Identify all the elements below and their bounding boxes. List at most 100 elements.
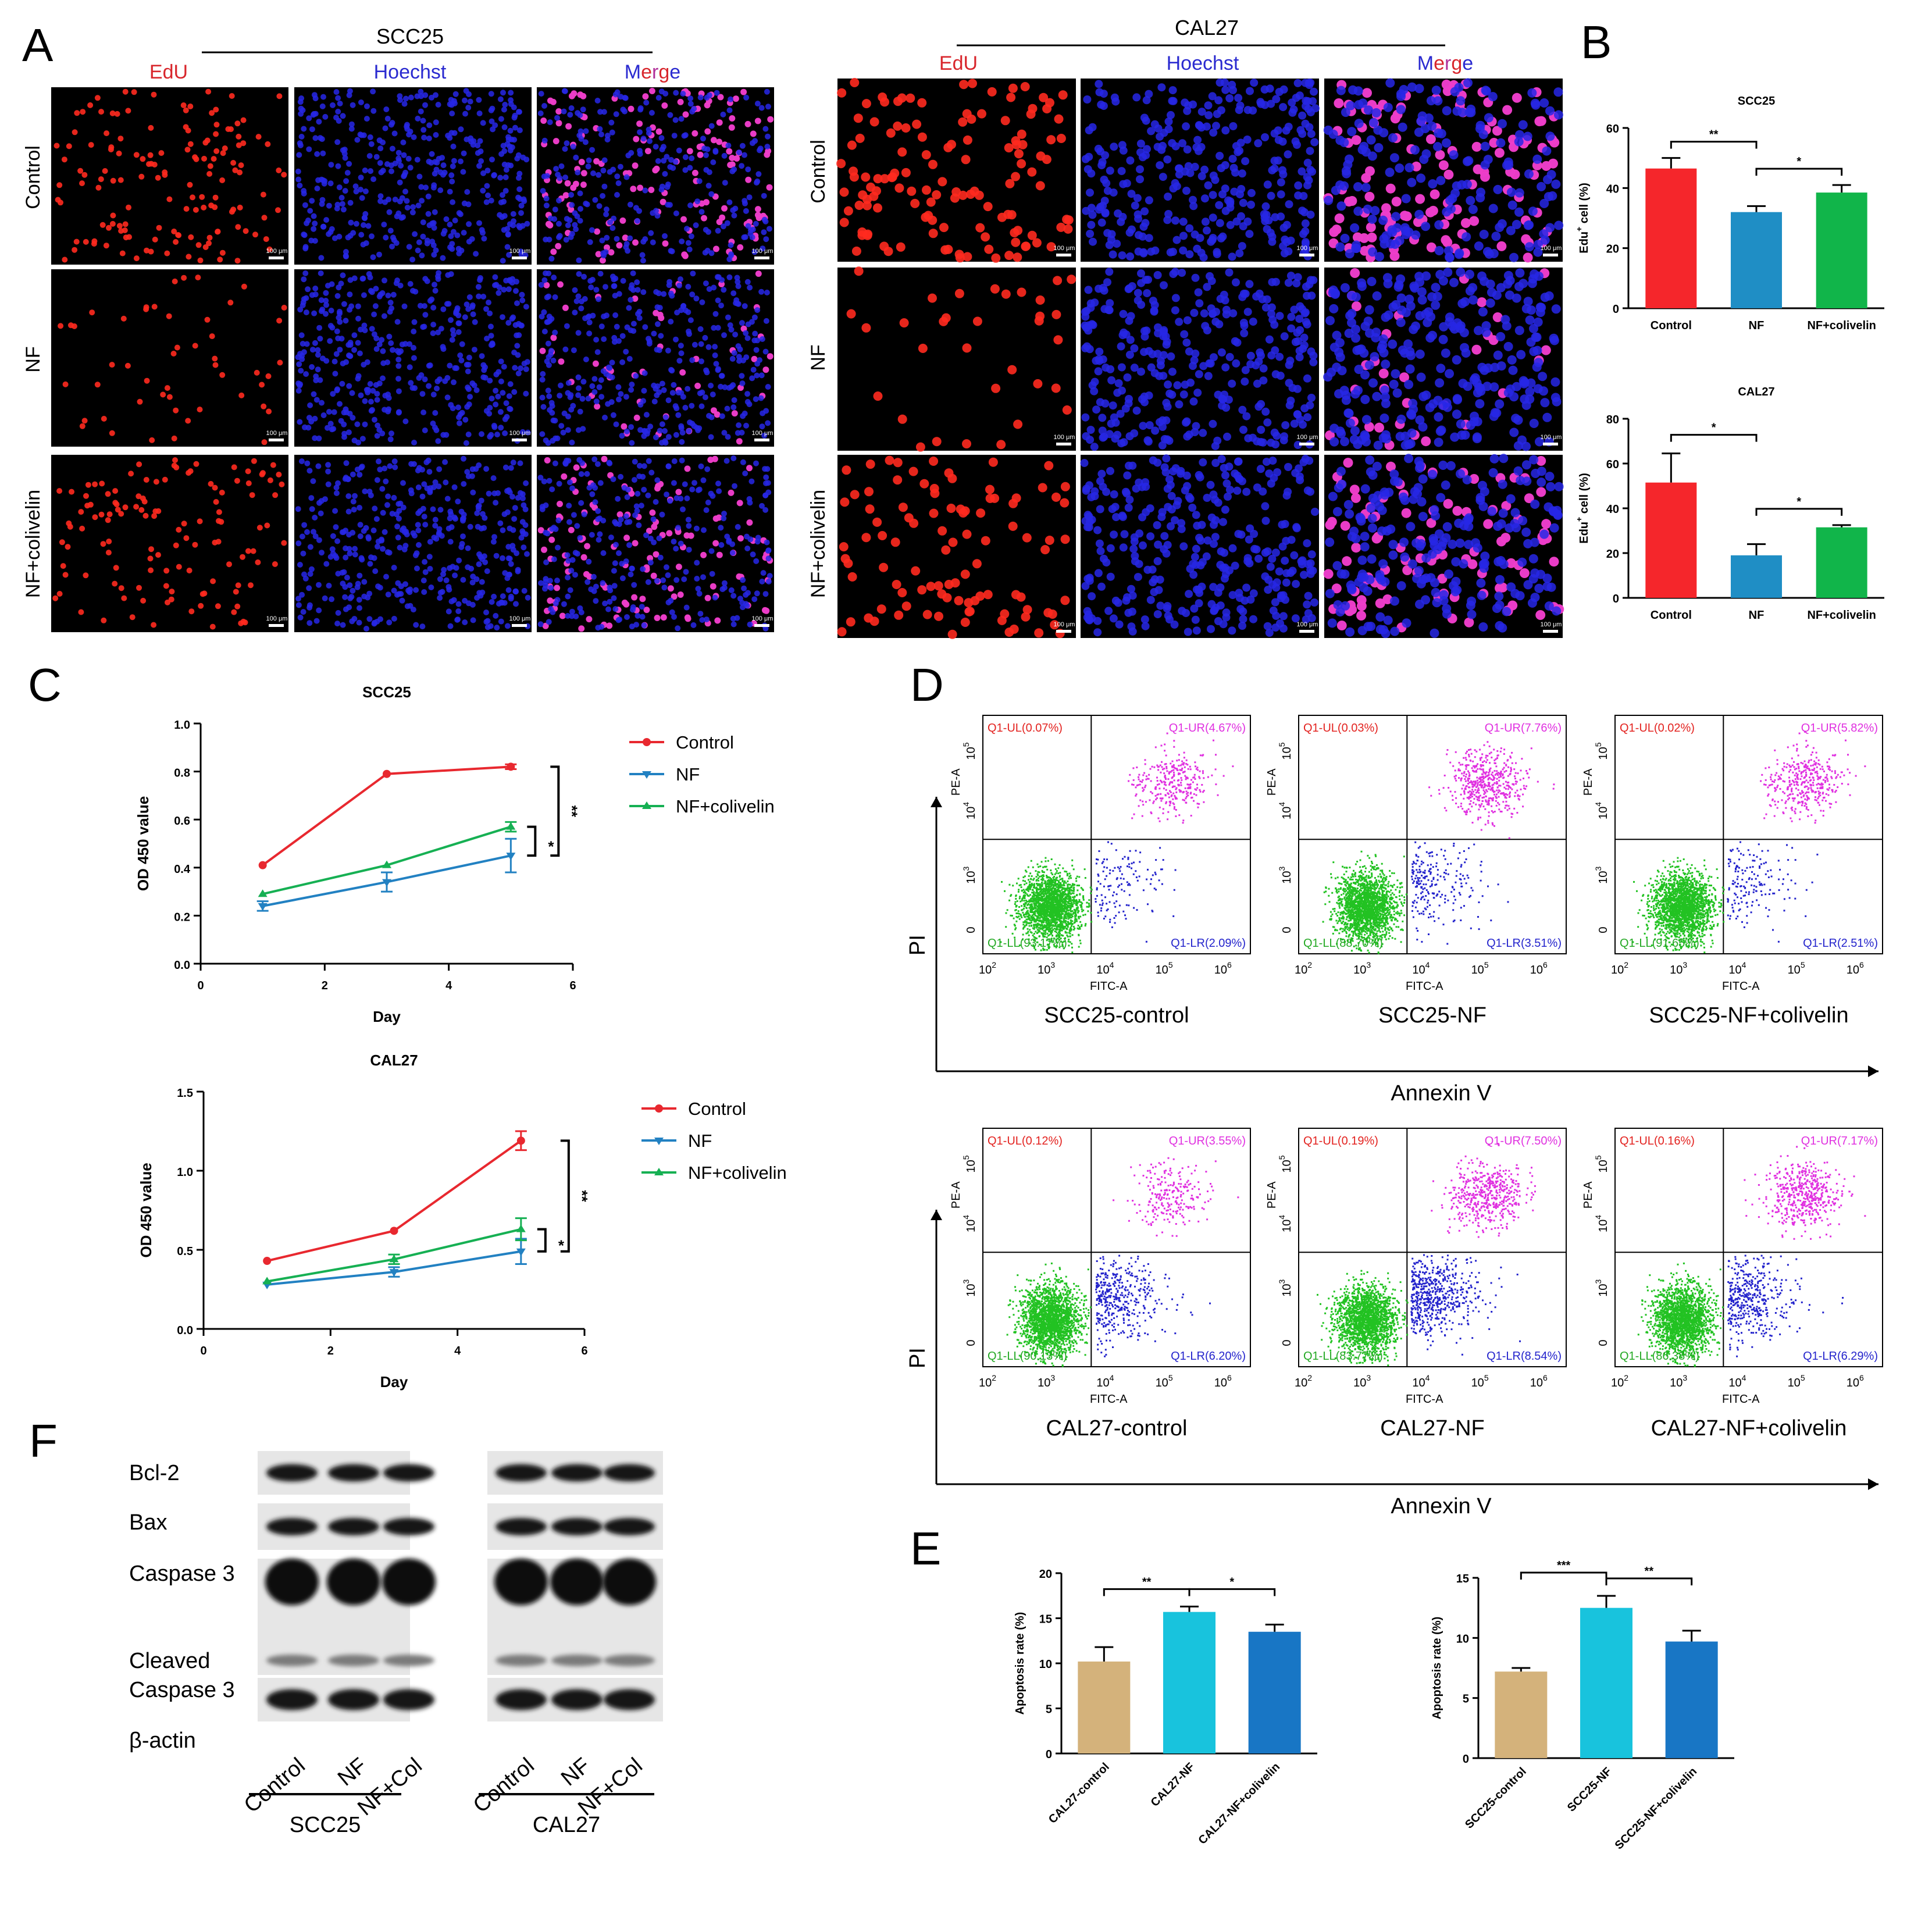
legend-marker [654,1138,664,1145]
dots-late-apoptotic [1760,730,1866,824]
y-tick-label: 104 [1277,1215,1293,1232]
micrograph-merge: 100 μm [1323,454,1564,639]
scale-bar [512,439,527,441]
dots-live [1322,850,1407,954]
scale-bar-label: 100 μm [509,248,531,255]
bar-NF+colivelin [1816,193,1867,308]
panel-label-a: A [22,19,54,71]
significance-marker: * [1796,496,1801,508]
significance-bracket [550,765,560,857]
x-channel-label: FITC-A [1722,1393,1760,1406]
band-cleaved-caspase3 [266,1655,318,1666]
y-tick-label: 0 [1597,926,1610,933]
x-tick-label: SCC25-control [1463,1765,1529,1831]
panel-e: 0 5 10 15 20 Apoptosis rate (%) CAL27-control C… [1014,1559,1734,1852]
quadrant-lr: Q1-LR(2.51%) [1803,937,1878,950]
y-tick-label: 0 [1281,926,1293,933]
scale-bar-label: 100 μm [752,430,773,437]
scc25-row-colivelin: NF+colivelin [22,490,44,598]
band [328,1689,379,1710]
y-tick-label: 105 [1594,1155,1610,1172]
significance-bracket [1605,1577,1693,1585]
band [551,1689,603,1710]
x-tick-label: 103 [1038,960,1055,976]
legend-marker [642,771,651,779]
significance-marker: ** [1645,1565,1654,1578]
bar-NF [1731,555,1782,598]
y-tick-label: 0 [1463,1753,1469,1766]
significance-bracket [1670,141,1758,149]
x-tick-label: 104 [1096,1373,1114,1389]
y-tick-label: 5 [1463,1693,1469,1706]
chart-title: SCC25 [1738,95,1775,108]
y-tick-label: 0.0 [177,1324,193,1337]
x-tick-label: 0 [200,1345,206,1357]
scale-bar-label: 100 μm [266,248,288,255]
x-tick-label: 102 [979,960,996,976]
y-tick-label: 0 [1613,303,1619,316]
point-NF+colivelin [262,1277,272,1285]
dots-late-apoptotic [1431,1143,1536,1238]
quadrant-ll: Q1-LL(91.65%) [1620,937,1699,950]
scale-bar-label: 100 μm [1054,434,1075,441]
lane-label: Control [469,1753,539,1818]
scc25-col-edu: EdU [149,61,188,83]
y-tick-label: 103 [1277,866,1293,883]
legend-label: NF+colivelin [688,1163,787,1183]
legend-label: NF+colivelin [676,796,775,817]
point-Control [258,861,267,869]
point-Control [507,762,515,771]
cal27-header: CAL27 [1175,16,1239,40]
legend-marker [642,801,651,809]
legend-label: Control [688,1099,746,1119]
y-tick-label: 1.0 [177,1166,193,1179]
scale-bar [512,256,527,259]
x-tick-label: NF [1749,609,1765,622]
y-tick-label: 103 [1594,1279,1610,1296]
bar-SCC25-NF [1580,1607,1632,1758]
micrograph-merge: 100 μm [537,269,774,447]
quadrant-ul: Q1-UL(0.03%) [1303,722,1378,735]
point-Control [516,1136,525,1145]
bar-NF+colivelin [1816,527,1867,598]
x-tick-label: NF [1749,319,1765,332]
x-tick-label: 4 [445,979,452,992]
legend-label: NF [676,764,700,785]
x-tick-label: 105 [1156,1373,1173,1389]
y-tick-label: 105 [1594,742,1610,760]
scale-bar-label: 100 μm [509,430,531,437]
bar-chart-E-left: 0 5 10 15 20 Apoptosis rate (%) CAL27-control C… [1014,1568,1317,1847]
plot-name: SCC25-NF [1378,1003,1487,1028]
band [383,1689,434,1710]
quadrant-ll: Q1-LL(86.38%) [1620,1350,1699,1363]
scale-bar [1299,254,1314,256]
x-tick-label: 105 [1788,960,1805,976]
y-tick-label: 0 [1281,1339,1293,1346]
x-tick-label: 106 [1530,960,1548,976]
panel-label-c: C [28,659,62,711]
micrograph-background [51,455,288,632]
bar-CAL27-control [1078,1661,1131,1753]
y-axis-label: Apoptosis rate (%) [1014,1612,1026,1715]
x-tick-label: 0 [197,979,204,992]
x-tick-label: 103 [1353,960,1371,976]
scale-bar-label: 100 μm [1054,245,1075,252]
lane-label: Control [240,1753,310,1818]
quadrant-lr: Q1-LR(3.51%) [1487,937,1562,950]
micrograph-hoechst: 100 μm [294,87,532,265]
dots-live [1637,1262,1724,1367]
lane-label: NF [333,1753,372,1791]
line-chart-C-bottom: CAL27 0.0 0.5 1.0 1.5 0 2 4 6 Day OD 450 value Cont… [137,1051,787,1391]
band-caspase3 [550,1559,604,1605]
scale-bar [269,256,284,259]
panel-d: Q1-UL(0.07%) Q1-UR(4.67%) Q1-LL(93.17%) Q1-… [906,715,1883,1519]
band-caspase3 [265,1559,319,1605]
cal27-col-merge: Merge [1417,52,1473,74]
y-tick-label: 0 [1613,593,1619,605]
y-tick-label: 20 [1606,548,1619,561]
x-tick-label: 102 [1295,1373,1312,1389]
chart-title: SCC25 [362,683,411,701]
x-axis-label: Day [373,1008,401,1025]
bar-chart-B-top: SCC25 0 20 40 60 Edu+ cell (%) Control NF NF+col… [1574,95,1884,332]
